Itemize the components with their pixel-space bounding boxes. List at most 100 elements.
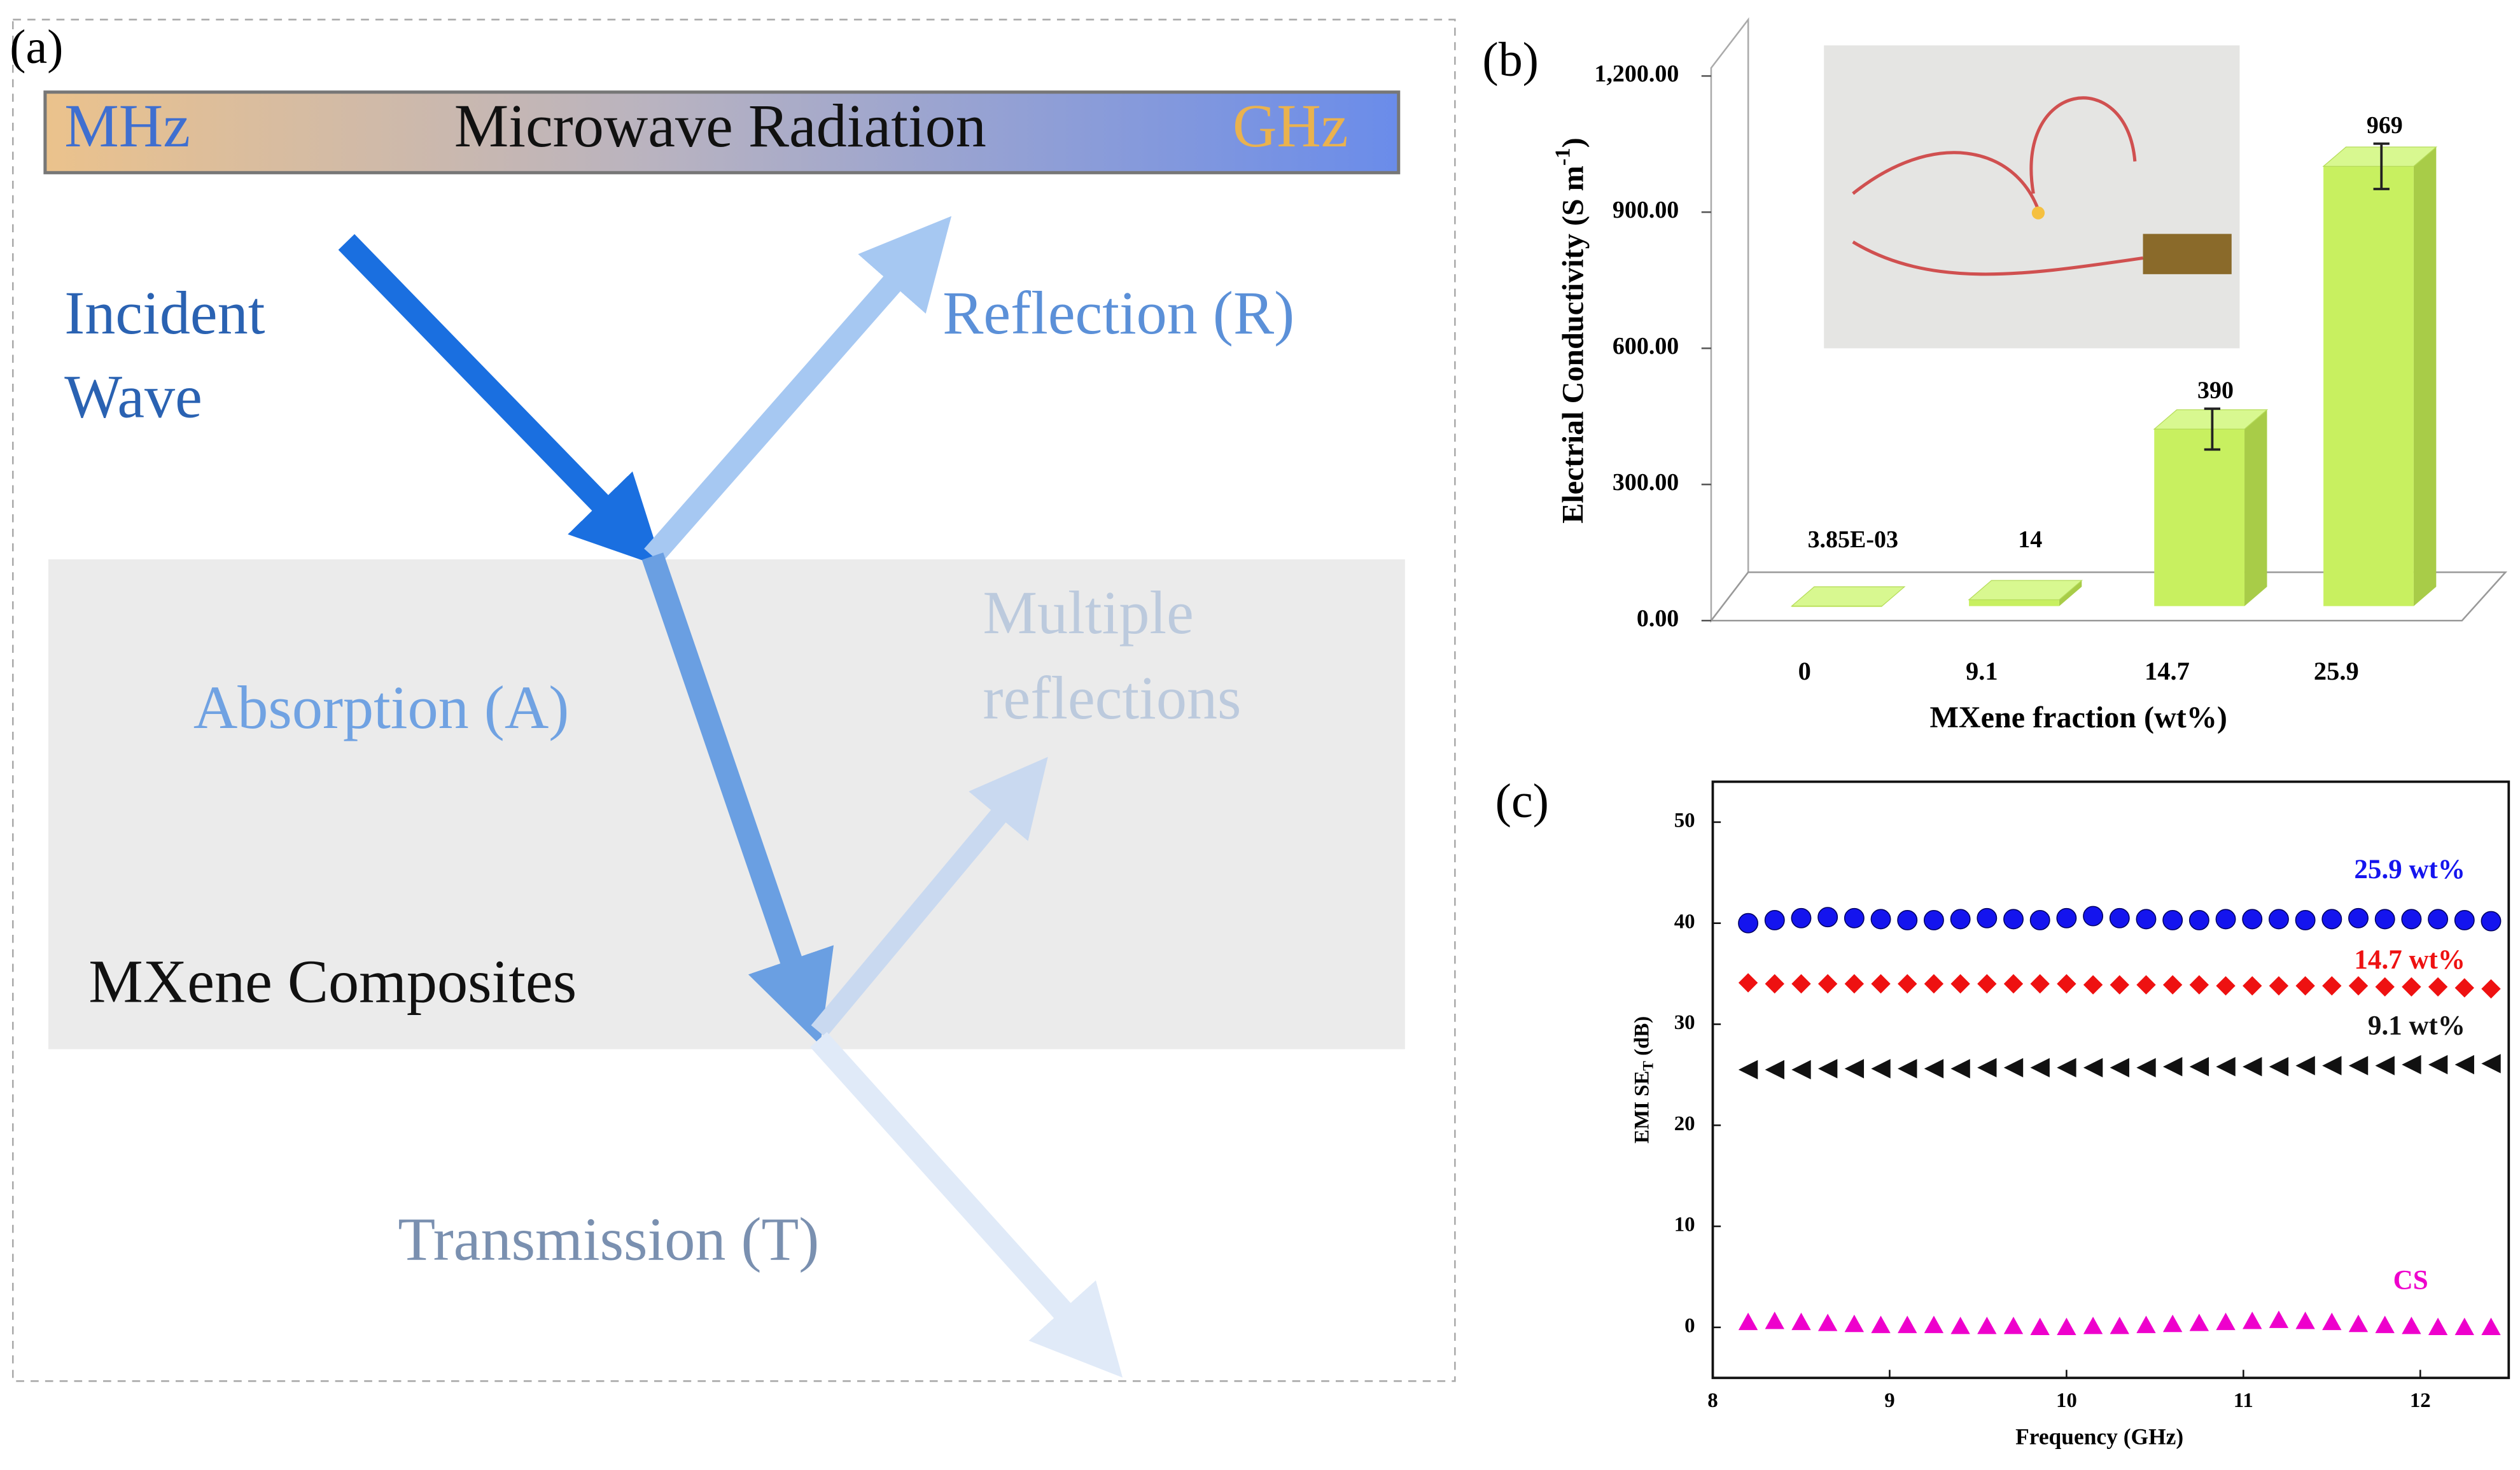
marker bbox=[2481, 979, 2501, 999]
marker bbox=[1871, 1059, 1891, 1079]
absorption-label: Absorption (A) bbox=[193, 673, 570, 741]
panel-border bbox=[11, 18, 1456, 1382]
marker bbox=[2375, 1056, 2395, 1075]
y-tick-label: 10 bbox=[1674, 1214, 1695, 1236]
y-tick-label: 600.00 bbox=[1613, 333, 1679, 360]
marker bbox=[1764, 910, 1785, 930]
y-tick-label: 1,200.00 bbox=[1594, 60, 1679, 87]
marker bbox=[2215, 909, 2236, 930]
marker bbox=[2189, 975, 2209, 995]
marker bbox=[1870, 909, 1891, 930]
marker bbox=[2110, 1317, 2129, 1334]
marker bbox=[2454, 1054, 2474, 1075]
marker bbox=[2295, 1312, 2315, 1329]
marker bbox=[2083, 906, 2104, 927]
marker bbox=[1817, 907, 1838, 928]
marker bbox=[2030, 974, 2050, 994]
bar-side bbox=[2244, 409, 2267, 606]
y-tick-label: 30 bbox=[1674, 1011, 1695, 1034]
marker bbox=[2003, 1058, 2024, 1077]
marker bbox=[1977, 907, 1998, 928]
panel-a: (a) MHz Microwave Radiation GHz Incident… bbox=[10, 18, 1456, 1382]
axis-wall bbox=[1710, 17, 1749, 623]
marker bbox=[2428, 1054, 2448, 1075]
marker bbox=[1924, 1315, 1944, 1333]
x-axis-label: MXene fraction (wt%) bbox=[1930, 701, 2227, 734]
marker bbox=[1738, 913, 1759, 934]
y-axis-label-part: -1 bbox=[1551, 148, 1574, 165]
value-label: 969 bbox=[2367, 112, 2403, 139]
marker bbox=[2136, 975, 2156, 995]
marker bbox=[2243, 976, 2262, 996]
marker bbox=[2216, 1057, 2236, 1077]
marker bbox=[2269, 976, 2289, 996]
inset-battery bbox=[2143, 234, 2232, 274]
marker bbox=[2057, 974, 2076, 994]
marker bbox=[1817, 1313, 1838, 1331]
marker bbox=[2189, 1057, 2209, 1077]
transmission-label: Transmission (T) bbox=[398, 1205, 819, 1273]
y-tick-label: 20 bbox=[1674, 1112, 1695, 1135]
marker bbox=[1817, 1059, 1838, 1079]
marker bbox=[1765, 974, 1784, 994]
error-bar bbox=[2204, 407, 2221, 451]
marker bbox=[2243, 1057, 2262, 1077]
band-left: MHz bbox=[64, 92, 190, 160]
marker bbox=[2269, 1310, 2289, 1328]
series-label: 14.7 wt% bbox=[2354, 945, 2465, 975]
y-tick-label: 40 bbox=[1674, 910, 1695, 933]
marker bbox=[2268, 909, 2289, 930]
marker bbox=[2057, 1058, 2076, 1077]
plot-frame bbox=[1711, 780, 2510, 1380]
marker bbox=[2402, 977, 2421, 997]
bar bbox=[2323, 166, 2414, 606]
marker bbox=[2428, 909, 2449, 930]
marker bbox=[1897, 910, 1918, 930]
bar bbox=[1969, 599, 2059, 606]
series-label: CS bbox=[2393, 1266, 2428, 1296]
marker bbox=[1923, 910, 1944, 930]
x-tick-label: 10 bbox=[2056, 1389, 2077, 1412]
marker bbox=[2242, 909, 2263, 930]
marker bbox=[2109, 907, 2130, 928]
marker bbox=[2454, 1317, 2474, 1336]
inset-led bbox=[2031, 206, 2045, 220]
series-label: 25.9 wt% bbox=[2354, 855, 2465, 885]
x-tick-label: 12 bbox=[2410, 1389, 2431, 1412]
multiple-label: reflections bbox=[983, 664, 1242, 732]
marker bbox=[2401, 909, 2422, 930]
marker bbox=[2030, 1317, 2050, 1336]
marker bbox=[1817, 974, 1838, 994]
marker bbox=[1871, 974, 1891, 994]
panel-label: (a) bbox=[10, 20, 63, 74]
panel-label: (c) bbox=[1495, 774, 1549, 828]
marker bbox=[2188, 910, 2209, 930]
series-label: 9.1 wt% bbox=[2368, 1011, 2465, 1041]
frequency-band bbox=[43, 90, 1401, 174]
marker bbox=[2189, 1313, 2209, 1331]
marker bbox=[1844, 907, 1865, 928]
y-axis-label-part: ) bbox=[1556, 137, 1590, 148]
marker bbox=[2162, 1314, 2183, 1333]
x-tick-label: 9 bbox=[1884, 1389, 1894, 1412]
marker bbox=[1871, 1315, 1891, 1333]
marker bbox=[2136, 909, 2157, 930]
x-axis-label: Frequency (GHz) bbox=[2015, 1424, 2183, 1450]
marker bbox=[1950, 1317, 1970, 1334]
marker bbox=[2348, 976, 2369, 996]
marker bbox=[2428, 977, 2448, 997]
y-tick-label: 900.00 bbox=[1613, 197, 1679, 223]
y-axis-label: Electrial Conductivity (S m-1) bbox=[1551, 137, 1590, 523]
incident-label: Incident bbox=[64, 279, 265, 347]
marker bbox=[1950, 909, 1971, 930]
marker bbox=[2481, 1054, 2501, 1074]
marker bbox=[2003, 909, 2024, 930]
reflection-label: Reflection (R) bbox=[942, 279, 1294, 347]
bar-side bbox=[2059, 580, 2082, 606]
marker bbox=[2216, 1312, 2236, 1331]
marker bbox=[1738, 1312, 1758, 1331]
bar-top bbox=[2153, 409, 2269, 430]
marker bbox=[2216, 976, 2236, 996]
marker bbox=[2375, 977, 2395, 997]
multiple-label: Multiple bbox=[983, 578, 1194, 647]
